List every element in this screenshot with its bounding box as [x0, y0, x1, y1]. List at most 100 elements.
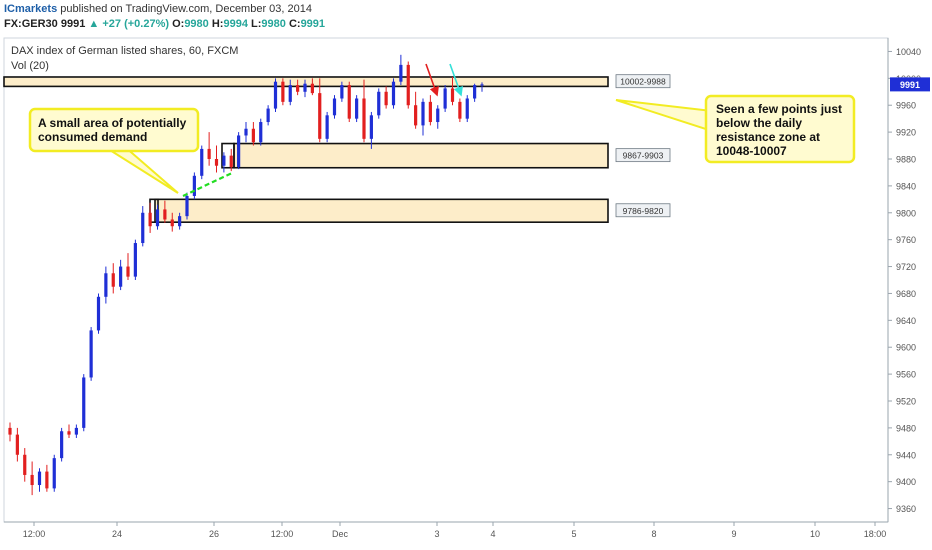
zone-label-box — [615, 203, 671, 218]
sell-arrow — [449, 63, 463, 97]
callout-text: resistance zone at — [716, 130, 820, 144]
candle-body — [377, 91, 381, 116]
candle-body — [362, 98, 366, 139]
y-tick-label: 10040 — [896, 47, 921, 57]
demand-trend-line — [182, 172, 233, 197]
candle-body — [296, 85, 300, 92]
y-tick-label: 9520 — [896, 397, 916, 407]
y-tick-label: 9440 — [896, 450, 916, 460]
x-tick-label: 26 — [209, 529, 219, 539]
zone-label: 9786-9820 — [623, 206, 664, 216]
candle-body — [192, 175, 196, 196]
candle-body — [288, 85, 292, 102]
candle-body — [473, 85, 477, 99]
volume-indicator-label[interactable]: Vol (20) — [11, 60, 49, 72]
candle-body — [458, 101, 462, 119]
candle-body — [281, 81, 285, 102]
candle-body — [119, 266, 123, 287]
current-price-label: 9991 — [900, 80, 920, 90]
candle-body — [37, 471, 42, 486]
chart-title: DAX index of German listed shares, 60, F… — [11, 45, 239, 57]
callout-box — [704, 94, 856, 164]
y-tick-label: 9760 — [896, 235, 916, 245]
candle-body — [60, 431, 64, 459]
x-tick-label: 8 — [651, 529, 656, 539]
candle-body — [421, 101, 425, 126]
candle-body — [185, 195, 189, 217]
candle-body — [89, 330, 93, 378]
zone-label: 10002-9988 — [620, 77, 666, 87]
candle-body — [480, 84, 484, 86]
callout-text: below the daily — [716, 116, 802, 130]
candle-body — [325, 115, 329, 139]
y-tick-label: 9640 — [896, 316, 916, 326]
candle-body — [251, 128, 255, 143]
y-tick-label: 9800 — [896, 208, 916, 218]
callout-box — [28, 107, 200, 153]
current-price-tag — [890, 77, 930, 92]
candle-body — [414, 105, 418, 126]
close-label: C: — [288, 18, 301, 30]
candle-body — [15, 434, 19, 455]
candle-body — [96, 296, 101, 331]
candle-body — [450, 88, 455, 102]
candle-body — [148, 212, 152, 227]
x-tick-label: 3 — [434, 529, 439, 539]
zone-origin-box — [221, 142, 235, 169]
brand-name[interactable]: ICmarkets — [4, 3, 58, 15]
candle-body — [229, 155, 233, 168]
candle-body — [303, 83, 307, 92]
price-change: +27 (+0.27%) — [102, 18, 170, 30]
y-tick-label: 9360 — [896, 504, 916, 514]
candle-body — [82, 377, 86, 428]
supply-demand-zone — [154, 198, 609, 223]
candle-body — [318, 93, 322, 139]
zone-label: 9867-9903 — [623, 151, 664, 161]
candle-body — [141, 212, 145, 244]
candle-body — [369, 115, 373, 139]
y-tick-label: 9920 — [896, 128, 916, 138]
open-label: O: — [172, 18, 185, 30]
x-tick-label: 12:00 — [271, 529, 294, 539]
candle-body — [126, 266, 130, 277]
candle-body — [436, 108, 440, 123]
candle-body — [237, 135, 241, 168]
y-tick-label: 9880 — [896, 155, 916, 165]
candle-body — [30, 474, 34, 486]
high-value: 9994 — [223, 18, 248, 30]
candle-body — [155, 209, 160, 227]
candle-body — [170, 219, 174, 227]
candle-body — [133, 243, 137, 277]
y-tick-label: 9720 — [896, 262, 916, 272]
x-tick-label: 4 — [490, 529, 495, 539]
y-tick-label: 9480 — [896, 423, 916, 433]
x-tick-label: 9 — [731, 529, 736, 539]
callout-text: 10048-10007 — [716, 144, 787, 158]
candle-body — [273, 81, 278, 109]
candle-body — [428, 101, 432, 123]
close-value: 9991 — [300, 18, 326, 30]
last-price: 9991 — [60, 18, 86, 30]
candle-body — [207, 148, 211, 159]
candle-body — [310, 83, 314, 94]
candle-body — [178, 216, 182, 227]
supply-demand-zone — [233, 142, 609, 169]
candle-body — [391, 81, 396, 106]
candle-body — [222, 155, 226, 166]
x-tick-label: 12:00 — [23, 529, 46, 539]
callout-text: A small area of potentially — [38, 116, 187, 130]
candle-body — [259, 122, 263, 143]
candle-body — [332, 98, 337, 116]
candle-body — [104, 273, 108, 297]
candle-body — [67, 431, 71, 435]
candle-body — [443, 88, 447, 109]
zone-label-box — [615, 148, 671, 163]
publish-line: ICmarkets published on TradingView.com, … — [4, 3, 312, 15]
y-tick-label: 9560 — [896, 370, 916, 380]
x-tick-label: 10 — [810, 529, 820, 539]
candle-body — [399, 64, 403, 82]
symbol-label[interactable]: FX:GER30 — [4, 18, 58, 30]
candle-body — [74, 427, 78, 435]
